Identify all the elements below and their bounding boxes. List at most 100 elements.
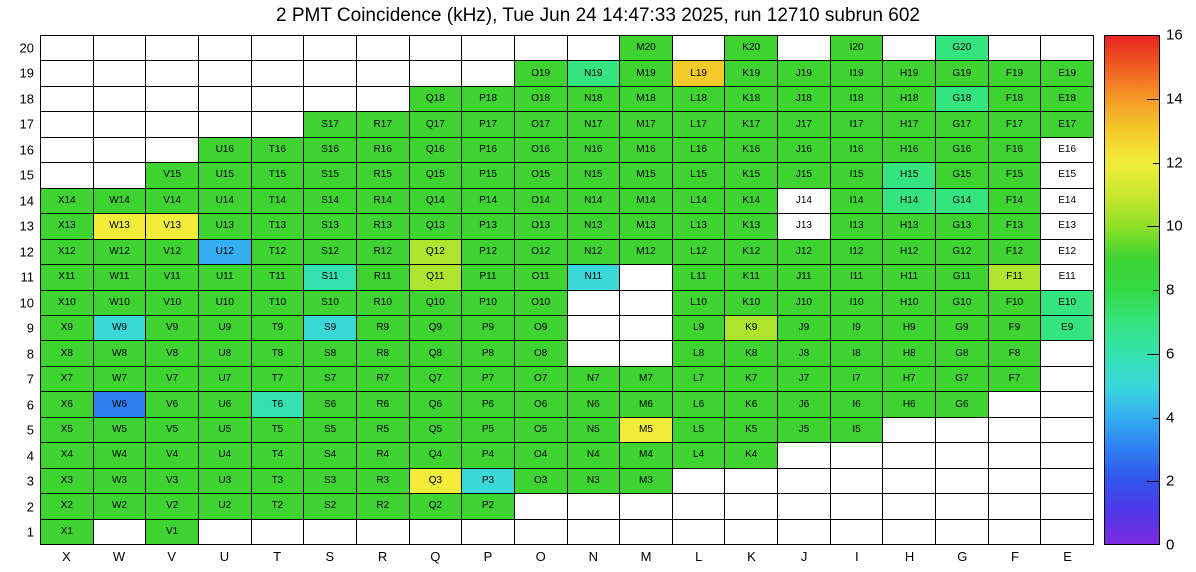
heatmap-cell: P9 — [462, 315, 514, 341]
heatmap-cell: O4 — [514, 443, 567, 468]
heatmap-cell — [93, 61, 146, 86]
heatmap-cell: E19 — [1041, 61, 1093, 86]
heatmap-cell: F11 — [988, 265, 1041, 290]
colorbar-tick-label: 8 — [1166, 281, 1175, 299]
heatmap-cell: P17 — [462, 112, 514, 137]
heatmap-cell: H14 — [883, 188, 936, 214]
y-axis-tick: 12 — [19, 244, 34, 260]
heatmap-cell: Q9 — [409, 315, 462, 341]
heatmap-cell: S15 — [304, 163, 356, 188]
heatmap-cell: I7 — [830, 366, 883, 392]
heatmap-cell: G12 — [936, 239, 988, 265]
heatmap-cell: L17 — [672, 112, 725, 137]
heatmap-cell — [567, 494, 620, 519]
heatmap-cell — [830, 468, 883, 494]
heatmap-cell: Q16 — [409, 137, 462, 163]
heatmap-cell: I20 — [830, 36, 883, 61]
colorbar-tick-label: 10 — [1166, 217, 1183, 235]
heatmap-cell: G19 — [936, 61, 988, 86]
heatmap-cell: L15 — [672, 163, 725, 188]
heatmap-cell — [936, 443, 988, 468]
heatmap-cell — [514, 519, 567, 544]
heatmap-cell: N3 — [567, 468, 620, 494]
heatmap-cell: K9 — [725, 315, 778, 341]
heatmap-cell: N17 — [567, 112, 620, 137]
heatmap-cell: W5 — [93, 417, 146, 443]
heatmap-cell: L5 — [672, 417, 725, 443]
heatmap-cell: F17 — [988, 112, 1041, 137]
heatmap-cell: H18 — [883, 86, 936, 112]
heatmap-cell: J16 — [778, 137, 830, 163]
heatmap-cell: P8 — [462, 341, 514, 366]
heatmap-cell — [883, 443, 936, 468]
heatmap-cell: E12 — [1041, 239, 1093, 265]
heatmap-cell — [198, 112, 251, 137]
heatmap-cell: K8 — [725, 341, 778, 366]
heatmap-cell: U4 — [198, 443, 251, 468]
heatmap-cell — [462, 61, 514, 86]
colorbar-tick — [1153, 162, 1159, 164]
colorbar-tick-label: 2 — [1166, 472, 1175, 490]
heatmap-cell: Q5 — [409, 417, 462, 443]
heatmap-cell: V14 — [146, 188, 198, 214]
heatmap-cell: M18 — [620, 86, 672, 112]
heatmap-cell — [778, 468, 830, 494]
heatmap-cell: I17 — [830, 112, 883, 137]
heatmap-cell: V13 — [146, 214, 198, 239]
heatmap-cell: P3 — [462, 468, 514, 494]
heatmap-cell — [198, 36, 251, 61]
heatmap-cell: H17 — [883, 112, 936, 137]
heatmap-cell: N11 — [567, 265, 620, 290]
heatmap-cell: S12 — [304, 239, 356, 265]
heatmap-cell: O3 — [514, 468, 567, 494]
heatmap-cell — [41, 163, 93, 188]
heatmap-cell: X7 — [41, 366, 93, 392]
heatmap-cell: U15 — [198, 163, 251, 188]
heatmap-cell: W6 — [93, 392, 146, 417]
x-axis-tick: W — [112, 549, 126, 564]
heatmap-cell: U10 — [198, 290, 251, 315]
heatmap-cell: Q13 — [409, 214, 462, 239]
heatmap-cell: K4 — [725, 443, 778, 468]
heatmap-cell: N4 — [567, 443, 620, 468]
heatmap-cell: O16 — [514, 137, 567, 163]
heatmap-cell — [198, 519, 251, 544]
heatmap-cell: T5 — [251, 417, 304, 443]
heatmap-cell — [409, 519, 462, 544]
colorbar-tick-label: 0 — [1166, 536, 1175, 554]
heatmap-cell: S16 — [304, 137, 356, 163]
heatmap-cell: F16 — [988, 137, 1041, 163]
heatmap-cell: H10 — [883, 290, 936, 315]
x-axis-tick: M — [640, 549, 652, 564]
heatmap-cell — [41, 112, 93, 137]
y-axis-tick: 16 — [19, 142, 34, 158]
heatmap-cell: U7 — [198, 366, 251, 392]
heatmap-cell — [567, 341, 620, 366]
heatmap-cell: I12 — [830, 239, 883, 265]
heatmap-cell: E9 — [1041, 315, 1093, 341]
heatmap-cell: Q2 — [409, 494, 462, 519]
x-axis-tick: O — [535, 549, 546, 564]
x-axis-tick: S — [325, 549, 335, 564]
heatmap-cell — [304, 36, 356, 61]
y-axis-tick: 10 — [19, 295, 34, 311]
heatmap-cell: N5 — [567, 417, 620, 443]
heatmap-cell: T8 — [251, 341, 304, 366]
heatmap-cell: T3 — [251, 468, 304, 494]
heatmap-cell: O17 — [514, 112, 567, 137]
heatmap-cell: H11 — [883, 265, 936, 290]
heatmap-cell: F14 — [988, 188, 1041, 214]
heatmap-cell: N13 — [567, 214, 620, 239]
heatmap-cell: J8 — [778, 341, 830, 366]
x-axis-tick: L — [695, 549, 703, 564]
x-axis-tick: T — [273, 549, 282, 564]
heatmap-cell — [41, 137, 93, 163]
heatmap-cell: K12 — [725, 239, 778, 265]
heatmap-cell: I13 — [830, 214, 883, 239]
y-axis-tick: 19 — [19, 65, 34, 81]
heatmap-cell: P14 — [462, 188, 514, 214]
heatmap-cell: Q8 — [409, 341, 462, 366]
heatmap-cell: Q10 — [409, 290, 462, 315]
heatmap-cell — [41, 86, 93, 112]
heatmap-cell: Q17 — [409, 112, 462, 137]
